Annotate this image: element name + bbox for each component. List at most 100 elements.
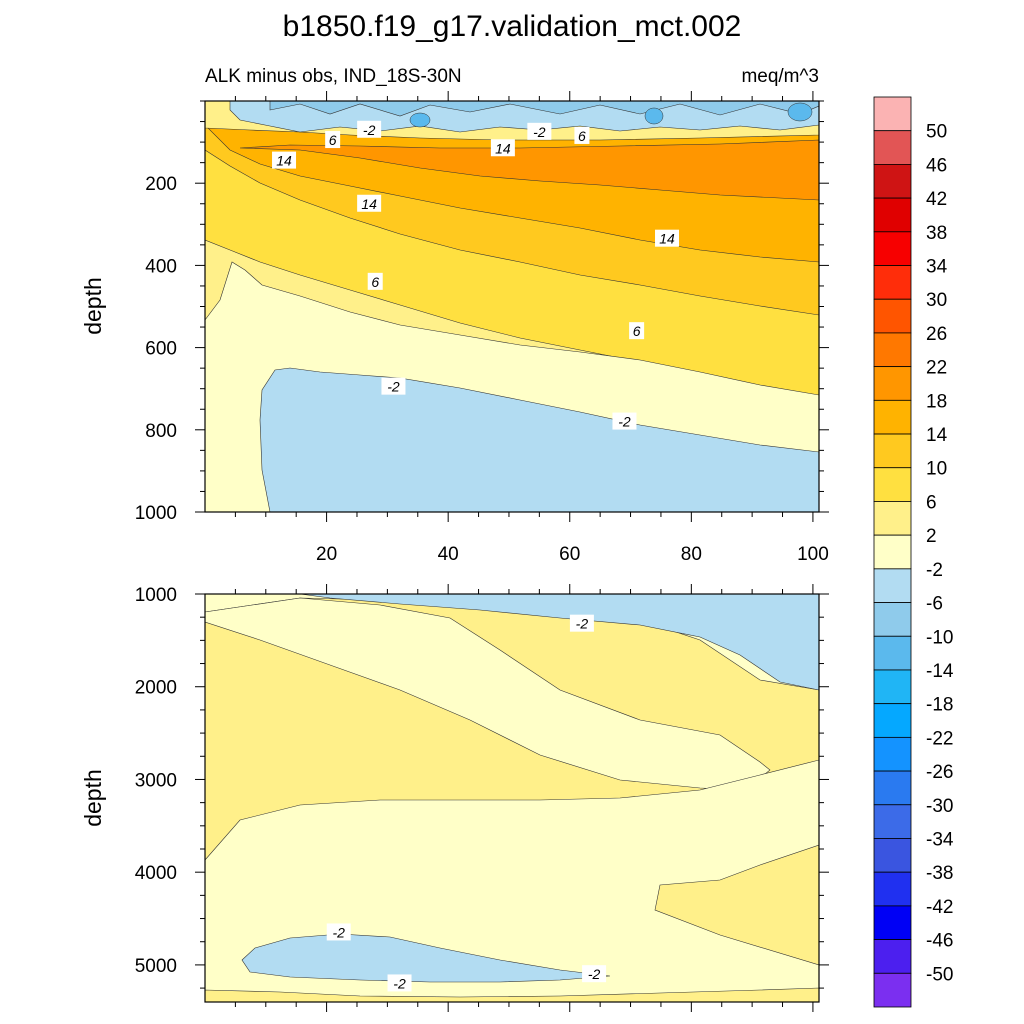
colorbar-level-label: -34 [926,829,954,850]
colorbar-level-label: -42 [926,897,953,918]
colorbar-swatch [873,298,912,334]
colorbar-swatch [873,197,912,233]
contour-label: 6 [633,323,641,339]
lower-axes: 1000 2000 3000 4000 5000 [135,584,829,1012]
colorbar-swatch [873,265,912,300]
contour-label-bg [527,122,552,140]
colorbar-swatch [873,130,912,165]
colorbar-swatch [873,905,912,940]
colorbar-level-label: -26 [926,762,953,783]
x-tick-label: 80 [681,544,702,565]
colorbar-swatch [873,399,912,435]
colorbar-swatch [873,534,912,570]
upper-panel [205,101,819,512]
colorbar-level-label: -22 [926,728,953,749]
y-tick-label: 200 [145,174,177,195]
contour-label: 6 [371,274,379,290]
colorbar-swatch [873,871,912,907]
upper-fill-18to22 [239,139,819,201]
colorbar-level-label: 42 [926,189,947,210]
colorbar-level-label: 14 [926,425,948,446]
upper-fill-neg-spot-3 [409,112,431,128]
colorbar-level-label: 30 [926,290,947,311]
colorbar-swatch [873,939,912,974]
colorbar-level-label: 38 [926,223,947,244]
contour-label-bg [629,322,645,340]
contour-label-bg [569,614,594,632]
y-tick-label: 5000 [135,956,177,977]
contour-label-bg [357,194,382,212]
contour-label: -2 [533,124,546,140]
colorbar-swatch [873,96,912,132]
colorbar-swatch [873,669,912,705]
colorbar-level-label: -6 [926,594,943,615]
colorbar-swatch [873,635,912,671]
lower-fill-neg-topright [299,594,819,691]
y-tick-label: 600 [145,339,177,360]
colorbar-swatch [873,736,912,772]
contour-label-bg [574,126,590,144]
contour-label: -2 [393,975,406,991]
contour-label: -2 [576,616,589,632]
contour-label: -2 [618,414,631,430]
colorbar-level-label: -14 [926,661,954,682]
colorbar-level-label: -2 [926,560,943,581]
colorbar-level-label: 50 [926,122,947,143]
colorbar-level-label: -50 [926,964,953,985]
contour-label: -2 [363,122,376,138]
upper-axes: 20 40 60 80 100 200 400 600 800 1000 [135,91,829,565]
contour-label-bg [387,974,412,992]
colorbar-swatch [873,568,912,603]
upper-fill-neg-deep-lens [259,367,819,512]
colorbar: 50 46 42 38 34 30 26 22 18 14 10 6 2 -2 -6 -10 -14 -18 -22… [873,96,954,1008]
colorbar-level-label: -18 [926,695,953,716]
upper-fill-14to18 [205,101,819,263]
colorbar-swatch [873,164,912,199]
colorbar-level-label: 10 [926,459,947,480]
x-tick-label: 60 [559,544,580,565]
y-tick-label: 400 [145,256,177,277]
y-tick-label: 1000 [135,503,177,524]
y-tick-label: 800 [145,421,177,442]
colorbar-level-label: 26 [926,324,947,345]
colorbar-swatch [873,602,912,637]
colorbar-level-label: -46 [926,931,953,952]
colorbar-level-label: 2 [926,526,937,547]
colorbar-swatch [873,433,912,469]
contour-label-bg [612,412,637,430]
chart-title: b1850.f19_g17.validation_mct.002 [283,10,742,43]
colorbar-level-label: 46 [926,155,947,176]
contour-label-bg [272,151,297,169]
contour-label: 14 [495,140,511,156]
contour-label-bg [582,965,607,983]
colorbar-swatch [873,501,912,536]
colorbar-level-label: 34 [926,257,948,278]
contour-label: 14 [659,231,675,247]
contour-label: 14 [361,196,377,212]
x-tick-label: 40 [438,544,459,565]
x-tick-label: 100 [797,544,829,565]
upper-contour-labels: -2 6 -2 6 14 14 14 14 6 6 -2 -2 [272,120,680,430]
colorbar-level-label: -30 [926,796,953,817]
y-tick-label: 4000 [135,863,177,884]
lower-contour-labels: -2 -2 -2 -2 [326,614,607,992]
contour-label: 6 [578,128,586,144]
colorbar-level-label: 18 [926,391,947,412]
lower-frame [204,593,820,1003]
colorbar-swatch [873,703,912,738]
colorbar-swatch [873,804,912,839]
x-tick-label: 20 [316,544,337,565]
colorbar-level-label: 6 [926,492,937,513]
contour-label-bg [357,120,382,138]
contour-label-bg [326,923,351,941]
lower-fill-2to6-bottom [205,987,819,1002]
chart-subtitle: ALK minus obs, IND_18S-30N [205,66,462,87]
contour-label-bg [490,139,515,157]
colorbar-level-label: 22 [926,358,947,379]
lower-panel [205,594,819,1002]
contour-label-bg [655,229,680,247]
contour-label-bg [381,377,406,395]
contour-label: 6 [329,132,337,148]
colorbar-swatch [873,770,912,806]
